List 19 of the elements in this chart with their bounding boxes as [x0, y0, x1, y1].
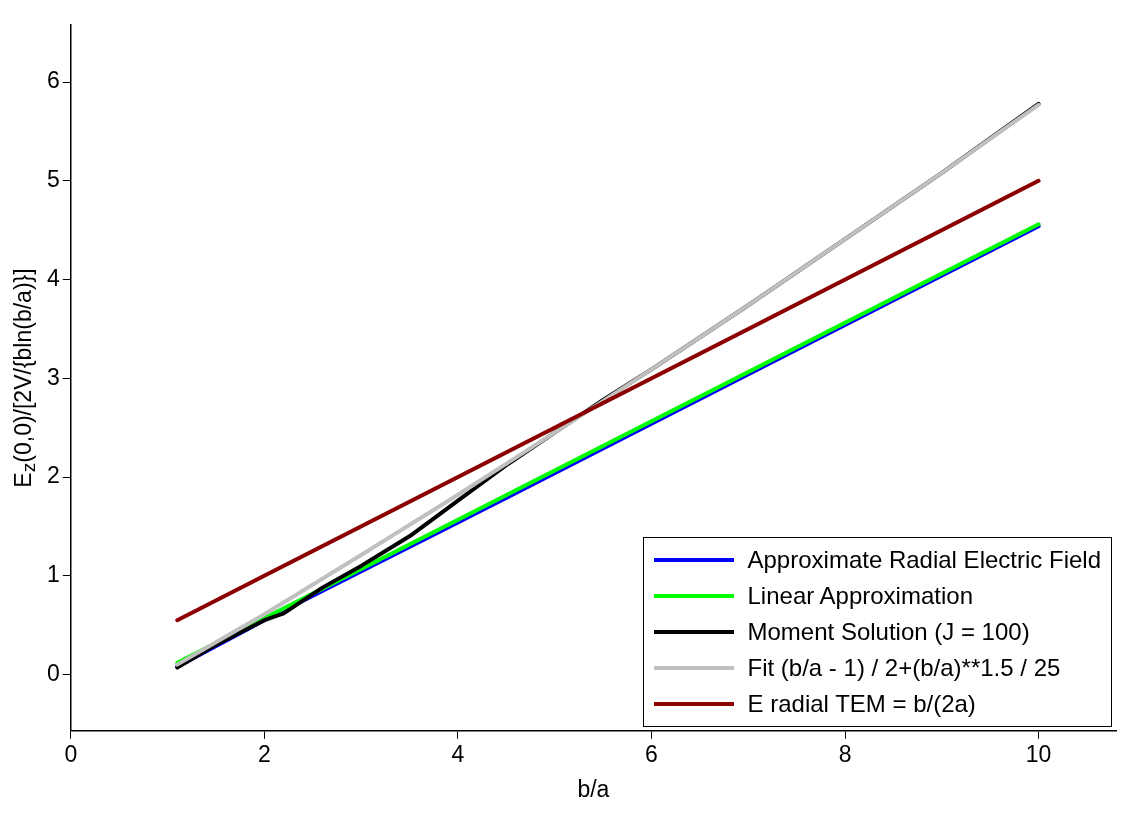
- y-tick-label: 2: [46, 462, 60, 489]
- legend-label: Moment Solution (J = 100): [747, 617, 1030, 646]
- y-tick-label: 1: [46, 561, 60, 588]
- x-tick-label: 4: [451, 740, 465, 767]
- x-axis-title: b/a: [577, 775, 610, 802]
- legend-label: Linear Approximation: [747, 581, 973, 610]
- x-tick-label: 6: [645, 740, 658, 767]
- x-tick-label: 2: [257, 740, 271, 767]
- x-tick-label: 10: [1025, 740, 1052, 767]
- legend-label: Fit (b/a - 1) / 2+(b/a)**1.5 / 25: [747, 653, 1061, 682]
- x-tick-label: 0: [64, 740, 78, 767]
- y-tick-label: 0: [46, 659, 60, 686]
- legend-label: E radial TEM = b/(2a): [747, 689, 976, 718]
- y-tick-label: 3: [46, 363, 60, 390]
- legend-label: Approximate Radial Electric Field: [747, 545, 1101, 574]
- y-tick-label: 6: [46, 67, 60, 94]
- x-tick-label: 8: [838, 740, 852, 767]
- y-tick-label: 4: [46, 264, 60, 291]
- y-tick-label: 5: [46, 166, 60, 193]
